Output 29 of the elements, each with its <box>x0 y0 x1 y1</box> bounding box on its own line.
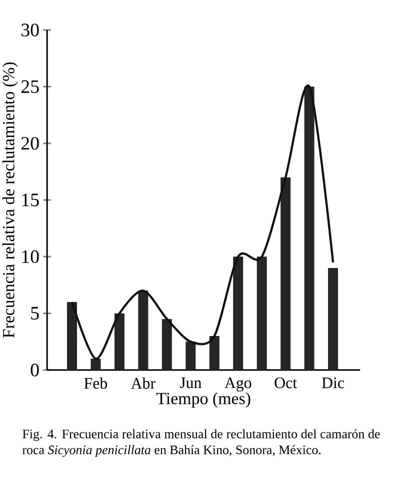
x-tick-label: Feb <box>84 378 108 389</box>
x-tick-label: Jun <box>180 378 202 388</box>
caption: Fig. 4. Frecuencia relativa mensual de reclutamiento del camarón de roca Sicyonia penicillata en Bahía Kino, Sonora, México. <box>22 429 380 457</box>
bar <box>328 268 338 370</box>
bar <box>256 256 267 370</box>
y-tick-label: 0 <box>30 364 39 376</box>
line-series <box>70 84 334 360</box>
y-tick-label: 15 <box>22 194 39 206</box>
y-tick-label: 20 <box>21 136 39 150</box>
y-tick-label: 5 <box>31 307 39 320</box>
x-tick-label: Abr <box>130 378 156 389</box>
bar <box>114 313 124 370</box>
y-axis-title: Frecuencia relativa de reclutamiento (%) <box>2 62 18 338</box>
x-tick-label: Ago <box>224 378 252 392</box>
bar <box>90 358 101 370</box>
x-tick-label: Oct <box>274 378 297 388</box>
y-tick-label: 10 <box>22 250 39 264</box>
x-tick-label: Dic <box>322 378 344 388</box>
y-tick-label: 25 <box>21 80 39 94</box>
bar <box>67 302 77 370</box>
bar <box>233 256 244 370</box>
bar <box>162 318 172 370</box>
x-axis-title: Tiempo (mes) <box>156 392 250 408</box>
bar <box>280 177 291 370</box>
y-tick-label: 30 <box>22 24 39 36</box>
bar <box>186 342 196 370</box>
bar <box>209 336 220 370</box>
bar <box>304 86 314 370</box>
bar <box>138 290 148 370</box>
